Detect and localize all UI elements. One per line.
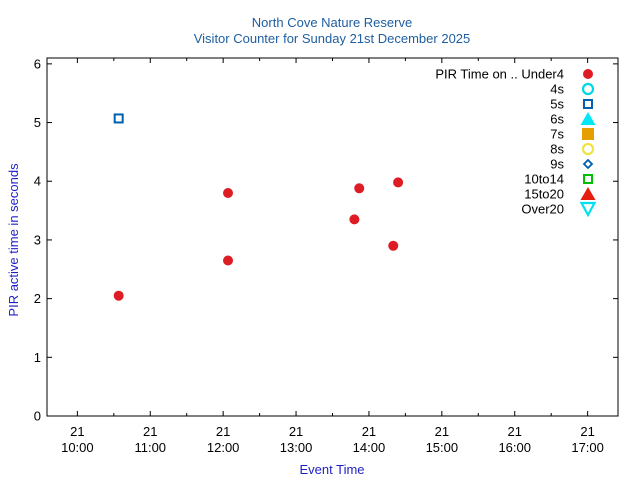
legend-marker-Over20 (579, 201, 597, 218)
legend-marker-9s (582, 158, 594, 170)
x-axis-label: Event Time (299, 462, 364, 477)
y-axis: 0 1 2 3 4 5 6 (34, 56, 618, 424)
data-point-Under4 (388, 240, 399, 251)
legend-marker-4s (581, 82, 595, 96)
legend-label: Over20 (521, 202, 564, 217)
legend-label: 9s (550, 157, 564, 172)
data-point-Under4 (349, 214, 360, 225)
x-tick-label-day: 21 (70, 424, 84, 439)
legend: PIR Time on .. Under44s5s6s7s8s9s10to141… (435, 67, 597, 218)
x-tick-label-hour: 15:00 (426, 440, 459, 455)
y-tick-label: 6 (34, 56, 41, 71)
legend-label: 5s (550, 97, 564, 112)
x-tick-label-hour: 13:00 (280, 440, 313, 455)
legend-label: 15to20 (524, 187, 564, 202)
chart-title: North Cove Nature Reserve (252, 15, 412, 30)
legend-marker-Under4 (583, 69, 593, 79)
y-tick-label: 5 (34, 115, 41, 130)
data-point-Under4 (223, 187, 234, 198)
x-tick-label-hour: 10:00 (61, 440, 94, 455)
legend-marker-6s (580, 112, 596, 125)
x-tick-label-hour: 11:00 (134, 440, 166, 455)
legend-marker-7s (582, 128, 594, 140)
x-tick-label-day: 21 (507, 424, 521, 439)
x-tick-label-day: 21 (580, 424, 594, 439)
data-point-Under4 (354, 183, 365, 194)
y-tick-label: 4 (34, 174, 41, 189)
chart-subtitle: Visitor Counter for Sunday 21st December… (194, 31, 471, 46)
y-tick-label: 1 (34, 350, 41, 365)
data-point-Under4 (393, 177, 404, 188)
x-tick-label-hour: 14:00 (353, 440, 386, 455)
legend-label: 10to14 (524, 172, 564, 187)
legend-label: 4s (550, 82, 564, 97)
legend-marker-10to14 (583, 174, 593, 184)
data-point-5s (113, 113, 124, 124)
x-tick-label-day: 21 (435, 424, 449, 439)
legend-label: PIR Time on .. Under4 (435, 67, 564, 82)
data-points (113, 113, 404, 301)
x-axis: 2110:002111:002112:002113:002114:002115:… (61, 58, 604, 455)
legend-marker-5s (583, 99, 593, 109)
y-axis-label: PIR active time in seconds (6, 163, 21, 317)
data-point-Under4 (113, 290, 124, 301)
legend-label: 6s (550, 112, 564, 127)
legend-label: 7s (550, 127, 564, 142)
x-tick-label-hour: 12:00 (207, 440, 240, 455)
data-point-Under4 (223, 255, 234, 266)
x-tick-label-day: 21 (362, 424, 376, 439)
legend-marker-8s (581, 142, 595, 156)
legend-marker-15to20 (580, 187, 596, 200)
y-tick-label: 3 (34, 232, 41, 247)
x-tick-label-hour: 16:00 (498, 440, 531, 455)
y-tick-label: 0 (34, 409, 41, 424)
x-tick-label-hour: 17:00 (571, 440, 604, 455)
x-tick-label-day: 21 (143, 424, 157, 439)
y-tick-label: 2 (34, 291, 41, 306)
x-tick-label-day: 21 (289, 424, 303, 439)
x-tick-label-day: 21 (216, 424, 230, 439)
legend-label: 8s (550, 142, 564, 157)
